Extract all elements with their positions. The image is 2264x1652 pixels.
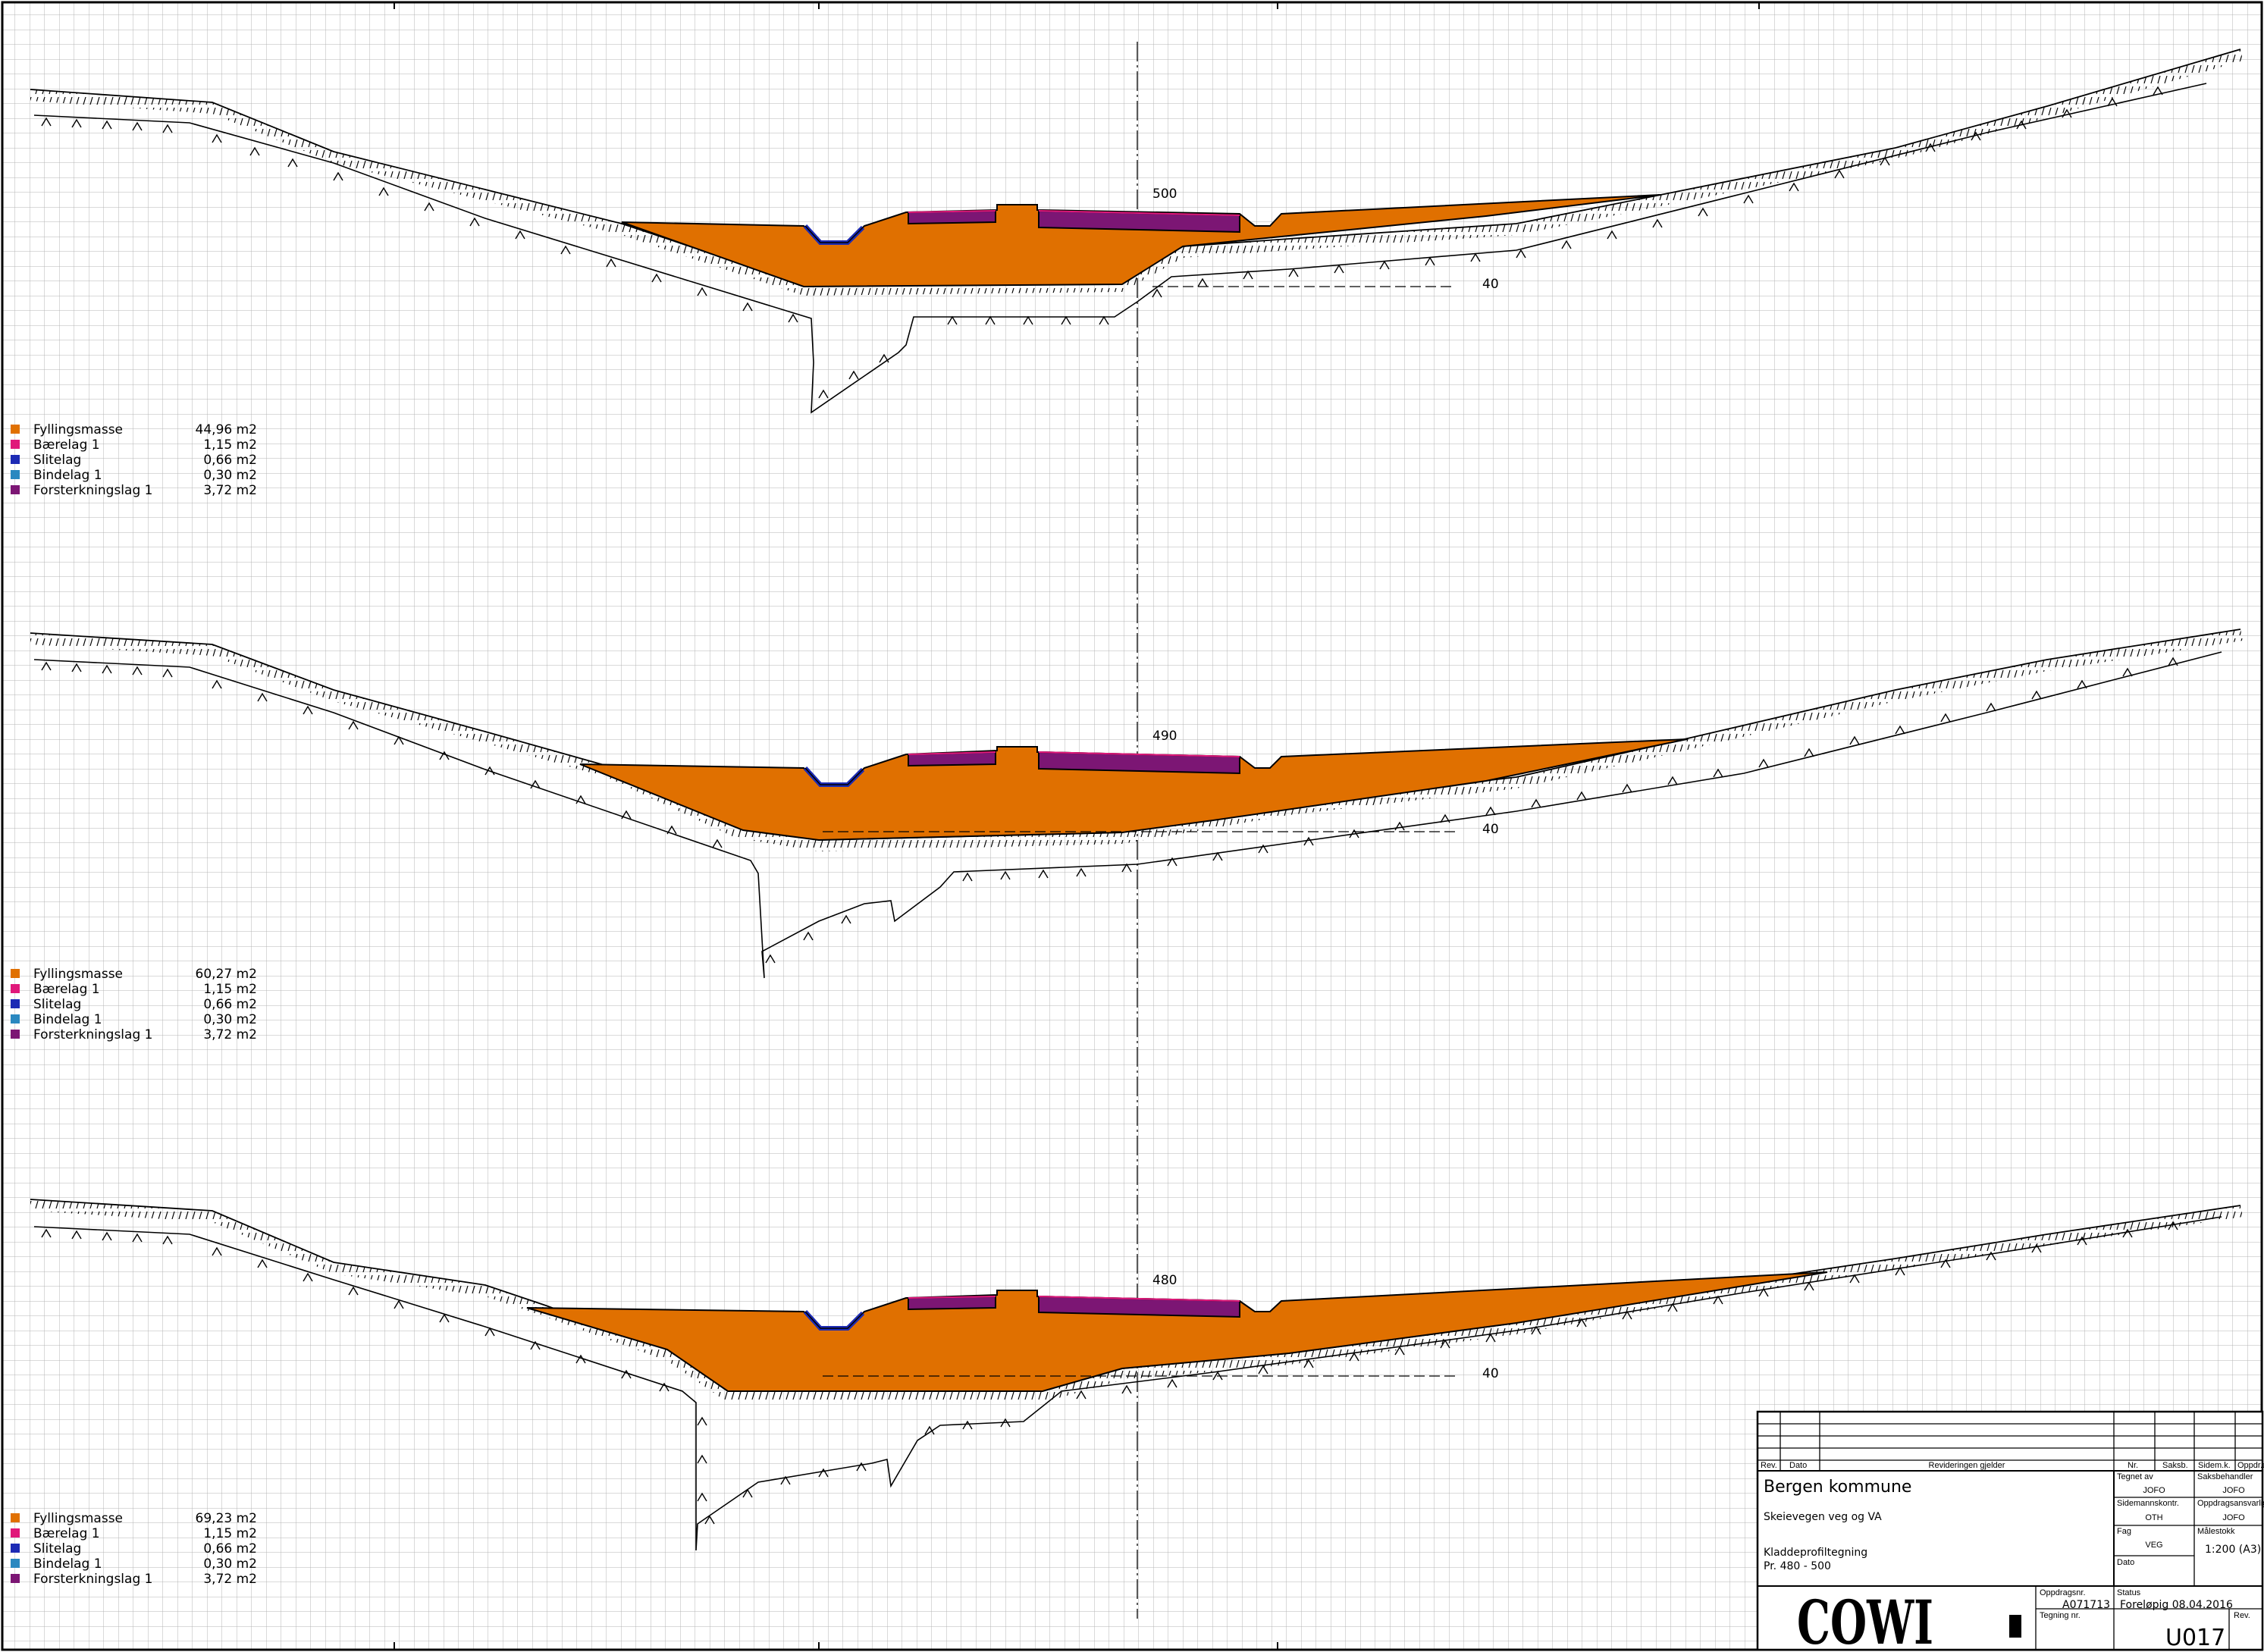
legend-swatch [11, 1513, 20, 1522]
legend-value: 69,23 m2 [196, 1511, 257, 1526]
station-label: 490 [1152, 729, 1177, 744]
station-label: 480 [1152, 1273, 1177, 1288]
rock-line [33, 83, 2207, 414]
legend-value: 0,66 m2 [203, 453, 257, 468]
project-name: Skeievegen veg og VA [1764, 1511, 1882, 1523]
legend-label: Bindelag 1 [33, 1012, 102, 1027]
oppdragsansvarlig-value: JOFO [2222, 1513, 2245, 1522]
tegnet-av-label: Tegnet av [2117, 1472, 2153, 1481]
cross-section-480: 40 480 [30, 1199, 2243, 1551]
legend-swatch [11, 999, 20, 1008]
area-legend: Fyllingsmasse 69,23 m2 Bærelag 1 1,15 m2… [11, 1511, 257, 1587]
legend-swatch [11, 1544, 20, 1553]
saksb-header: Saksb. [2162, 1461, 2188, 1470]
legend-swatch [11, 1030, 20, 1039]
legend-swatch [11, 470, 20, 479]
oppdragsansvarlig-label: Oppdragsansvarlig [2197, 1499, 2264, 1508]
legend-swatch [11, 485, 20, 494]
area-legend: Fyllingsmasse 44,96 m2 Bærelag 1 1,15 m2… [11, 422, 257, 498]
sidemannskontr-label: Sidemannskontr. [2117, 1499, 2179, 1508]
legend-label: Fyllingsmasse [33, 1511, 123, 1526]
legend-label: Bindelag 1 [33, 468, 102, 483]
legend-label: Slitelag [33, 1541, 81, 1556]
date-header: Dato [1789, 1461, 1807, 1470]
drawing-number: U017 [2165, 1625, 2225, 1651]
legend-value: 1,15 m2 [203, 1526, 257, 1541]
elevation-label: 40 [1482, 1366, 1499, 1381]
legend-swatch [11, 440, 20, 449]
drawing-title: Kladdeprofiltegning [1764, 1547, 1867, 1559]
revision-applies-header: Revideringen gjelder [1929, 1461, 2005, 1470]
saksbehandler-label: Saksbehandler [2197, 1472, 2253, 1481]
legend-swatch [11, 1014, 20, 1023]
oppdr-header: Oppdr.a [2237, 1461, 2264, 1470]
tegning-nr-label: Tegning nr. [2040, 1611, 2081, 1620]
oppdragsnr-value: A071713 [2062, 1599, 2110, 1611]
legend-swatch [11, 455, 20, 464]
legend-swatch [11, 1528, 20, 1538]
legend-value: 0,30 m2 [203, 468, 257, 483]
legend-swatch [11, 425, 20, 434]
legend-swatch [11, 1574, 20, 1583]
malestokk-value: 1:200 (A3) [2205, 1544, 2261, 1556]
legend-value: 3,72 m2 [203, 1572, 257, 1587]
fag-label: Fag [2117, 1527, 2131, 1536]
status-label: Status [2117, 1588, 2141, 1597]
rock-symbols [41, 657, 2178, 964]
legend-swatch [11, 969, 20, 978]
client-name: Bergen kommune [1764, 1478, 1911, 1497]
legend-value: 3,72 m2 [203, 483, 257, 498]
rev-header: Rev. [1761, 1461, 1777, 1470]
legend-value: 60,27 m2 [196, 967, 257, 982]
sidem-header: Sidem.k. [2198, 1461, 2231, 1470]
legend-label: Bindelag 1 [33, 1556, 102, 1572]
legend-label: Forsterkningslag 1 [33, 483, 152, 498]
cowi-logo: COWI [1797, 1587, 1933, 1652]
sidemannskontr-value: OTH [2145, 1513, 2162, 1522]
cross-section-490: 40 490 [30, 629, 2243, 979]
legend-label: Bærelag 1 [33, 1526, 100, 1541]
legend-label: Fyllingsmasse [33, 967, 123, 982]
title-block: Rev. Dato Revideringen gjelder Nr. Saksb… [1756, 1410, 2264, 1652]
legend-label: Slitelag [33, 453, 81, 468]
legend-label: Forsterkningslag 1 [33, 1027, 152, 1042]
logo-mark [2009, 1615, 2021, 1638]
legend-label: Fyllingsmasse [33, 422, 123, 437]
legend-value: 44,96 m2 [196, 422, 257, 437]
dato-label: Dato [2117, 1558, 2134, 1567]
area-legend: Fyllingsmasse 60,27 m2 Bærelag 1 1,15 m2… [11, 967, 257, 1042]
cross-section-500: 40 500 [30, 49, 2243, 414]
legend-swatch [11, 1559, 20, 1568]
legend-swatch [11, 984, 20, 993]
nr-header: Nr. [2128, 1461, 2138, 1470]
station-label: 500 [1152, 187, 1177, 202]
malestokk-label: Målestokk [2197, 1527, 2235, 1536]
legend-value: 1,15 m2 [203, 437, 257, 453]
elevation-label: 40 [1482, 277, 1499, 292]
tegnet-av-value: JOFO [2143, 1486, 2165, 1495]
legend-value: 3,72 m2 [203, 1027, 257, 1042]
legend-value: 0,66 m2 [203, 997, 257, 1012]
legend-label: Slitelag [33, 997, 81, 1012]
legend-value: 0,30 m2 [203, 1556, 257, 1572]
terrain-hatch [30, 49, 2243, 296]
legend-value: 0,30 m2 [203, 1012, 257, 1027]
saksbehandler-value: JOFO [2222, 1486, 2245, 1495]
rock-line [33, 651, 2222, 979]
drawing-subtitle: Pr. 480 - 500 [1764, 1560, 1831, 1572]
legend-value: 1,15 m2 [203, 982, 257, 997]
rev-label: Rev. [2234, 1611, 2250, 1620]
oppdragsnr-label: Oppdragsnr. [2040, 1588, 2086, 1597]
border-ticks [394, 2, 1760, 1650]
legend-value: 0,66 m2 [203, 1541, 257, 1556]
legend-label: Forsterkningslag 1 [33, 1572, 152, 1587]
elevation-label: 40 [1482, 822, 1499, 837]
legend-label: Bærelag 1 [33, 982, 100, 997]
fag-value: VEG [2145, 1541, 2162, 1550]
legend-label: Bærelag 1 [33, 437, 100, 453]
status-value: Foreløpig 08.04.2016 [2120, 1599, 2233, 1611]
